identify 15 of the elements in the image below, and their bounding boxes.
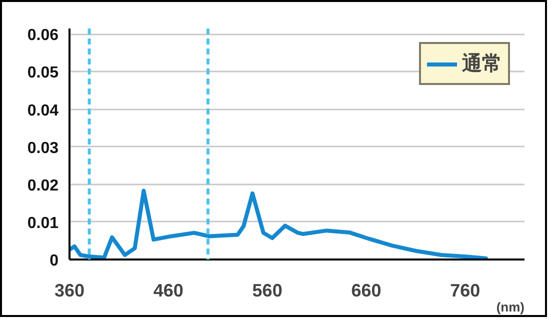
x-axis-title: (nm) [496, 300, 525, 314]
x-tick-label: 760 [450, 280, 480, 300]
y-tick-label: 0.01 [27, 214, 59, 232]
x-tick-label: 660 [351, 280, 382, 300]
x-tick-label: 360 [54, 280, 85, 300]
y-tick-label: 0.05 [27, 64, 59, 82]
line-series [70, 188, 488, 260]
y-tick-label: 0 [50, 252, 59, 270]
y-tick-label: 0.02 [27, 177, 59, 194]
x-tick-label: 560 [252, 280, 282, 300]
y-tick-label: 0.04 [27, 102, 59, 120]
x-tick-label: 460 [153, 280, 184, 300]
legend-label: 通常 [462, 52, 502, 77]
y-tick-label: 0.03 [27, 140, 59, 157]
y-tick-label: 0.06 [27, 27, 59, 44]
